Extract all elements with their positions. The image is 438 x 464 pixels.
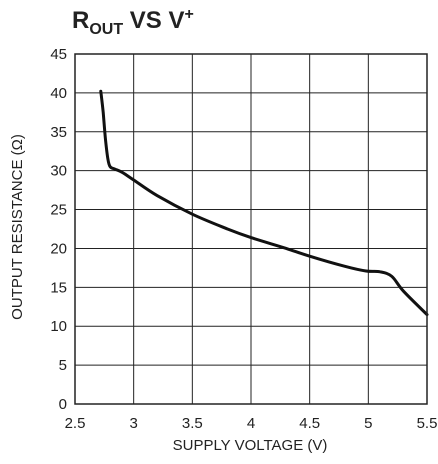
y-tick-label: 0 bbox=[59, 396, 67, 413]
y-tick-label: 30 bbox=[50, 163, 67, 180]
x-axis-label: SUPPLY VOLTAGE (V) bbox=[173, 437, 328, 454]
plot-frame bbox=[74, 53, 428, 405]
y-tick-label: 40 bbox=[50, 85, 67, 102]
y-tick-label: 10 bbox=[50, 318, 67, 335]
x-tick-label: 5 bbox=[364, 415, 372, 432]
x-tick-label: 3 bbox=[129, 415, 137, 432]
x-tick-label: 2.5 bbox=[65, 415, 86, 432]
y-tick-label: 45 bbox=[50, 46, 67, 63]
x-tick-label: 5.5 bbox=[417, 415, 438, 432]
chart-title-main-1: R bbox=[72, 7, 89, 34]
y-tick-label: 35 bbox=[50, 124, 67, 141]
y-axis-ticks: 0 5 10 15 20 25 30 35 40 45 bbox=[50, 46, 67, 413]
chart-title-main-2: VS V bbox=[123, 7, 184, 34]
chart-title: ROUT VS V+ bbox=[72, 6, 194, 38]
y-tick-label: 15 bbox=[50, 279, 67, 296]
series-group bbox=[99, 89, 429, 317]
grid bbox=[75, 54, 427, 404]
chart-title-superscript: + bbox=[184, 6, 193, 23]
y-tick-label: 20 bbox=[50, 240, 67, 257]
x-tick-label: 4.5 bbox=[299, 415, 320, 432]
chart-title-subscript: OUT bbox=[89, 21, 123, 38]
x-tick-label: 4 bbox=[247, 415, 255, 432]
x-tick-label: 3.5 bbox=[182, 415, 203, 432]
x-axis-ticks: 2.5 3 3.5 4 4.5 5 5.5 bbox=[65, 415, 438, 432]
y-axis-label: OUTPUT RESISTANCE (Ω) bbox=[9, 134, 26, 320]
y-tick-label: 5 bbox=[59, 357, 67, 374]
series-line-0 bbox=[99, 89, 429, 317]
y-tick-label: 25 bbox=[50, 202, 67, 219]
